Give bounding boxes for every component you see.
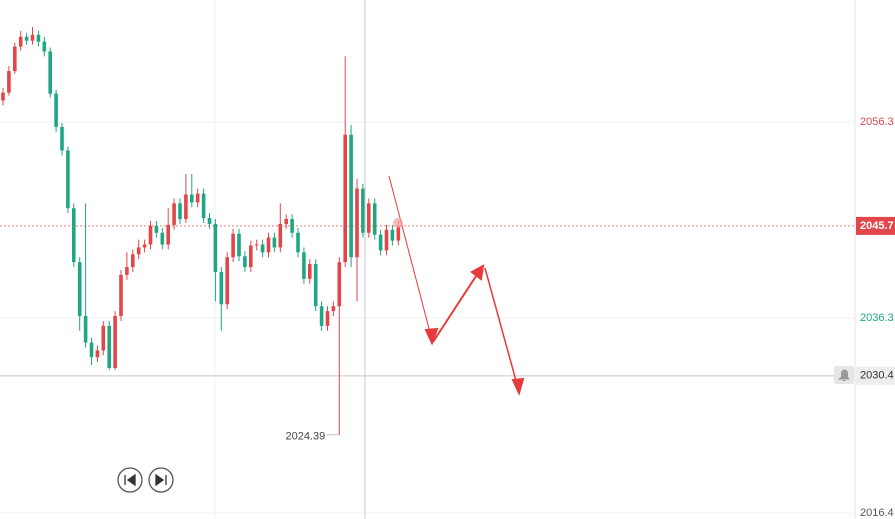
candle-body xyxy=(201,193,206,219)
candle-body xyxy=(184,194,188,220)
candle-body xyxy=(243,256,247,268)
candle-body xyxy=(72,208,76,263)
low-label: 2024.39 xyxy=(286,431,326,443)
crosshair-tag xyxy=(856,366,895,385)
candle-body xyxy=(249,245,253,268)
candle-body xyxy=(125,267,129,275)
candle-body xyxy=(113,316,117,368)
candle-body xyxy=(77,262,82,317)
y-tick-label: 2016.4 xyxy=(860,507,894,519)
candle-body xyxy=(142,244,147,248)
candle-body xyxy=(302,252,306,279)
candle-body xyxy=(278,223,283,248)
candle-body xyxy=(83,316,88,343)
candle-body xyxy=(266,237,271,253)
candle-body xyxy=(349,134,353,258)
candle-body xyxy=(89,342,94,358)
candle-body xyxy=(384,229,389,251)
candle-body xyxy=(18,36,23,47)
arrow-head xyxy=(470,264,485,281)
arrow-head xyxy=(424,327,439,346)
replay-controls xyxy=(117,467,174,493)
candle-body xyxy=(172,203,176,225)
candle-body xyxy=(48,51,52,94)
candle-body xyxy=(355,188,359,258)
candle-body xyxy=(36,34,41,42)
candle-body xyxy=(207,218,212,224)
cursor-dot xyxy=(393,218,403,228)
candle-body xyxy=(337,262,342,307)
candle-body xyxy=(396,225,401,241)
candle-body xyxy=(325,311,330,326)
candle-body xyxy=(95,350,100,358)
candle-body xyxy=(101,325,106,351)
bell-icon xyxy=(837,369,850,381)
candle-body xyxy=(343,134,347,263)
candle-body xyxy=(313,264,318,307)
candle-body xyxy=(367,203,371,233)
candle-body xyxy=(7,71,11,93)
arrow-head xyxy=(511,377,525,396)
candle-body xyxy=(131,254,135,268)
plot-area xyxy=(0,26,855,514)
candle-body xyxy=(30,34,35,41)
candle-body xyxy=(319,306,324,326)
step-forward-icon xyxy=(155,473,167,487)
candle-body xyxy=(372,203,377,235)
y-tick-label: 2056.3 xyxy=(860,116,894,128)
candle-body xyxy=(42,41,47,52)
candle-body xyxy=(148,225,153,245)
candle-body xyxy=(213,223,218,272)
candle-body xyxy=(308,264,312,279)
candle-body xyxy=(378,234,383,251)
candle-body xyxy=(361,188,365,233)
candle-body xyxy=(296,232,300,253)
candle-body xyxy=(237,233,241,257)
candle-body xyxy=(66,150,70,209)
candle-body xyxy=(219,271,224,305)
candle-body xyxy=(160,232,165,245)
candle-body xyxy=(54,93,58,127)
crosshair-label: 2030.4 xyxy=(860,370,894,382)
last-price-tag xyxy=(856,216,895,235)
candle-body xyxy=(136,247,141,255)
y-tick-label: 2036.3 xyxy=(860,312,894,324)
candle-body xyxy=(190,194,194,203)
arrow-segment xyxy=(484,267,519,389)
candle-body xyxy=(331,306,336,312)
drawn-arrows xyxy=(388,175,525,396)
candle-body xyxy=(119,274,123,317)
candle-body xyxy=(166,224,170,245)
candle-body xyxy=(260,244,265,253)
arrow-segment xyxy=(432,269,481,343)
candle-body xyxy=(225,257,229,305)
candle-body xyxy=(13,46,17,72)
arrow-segment xyxy=(388,175,433,341)
candle-body xyxy=(24,36,29,41)
candle-body xyxy=(154,225,159,233)
candle-body xyxy=(290,219,294,233)
candle-body xyxy=(107,325,111,368)
candle-body xyxy=(284,219,288,224)
candle-body xyxy=(254,244,259,246)
candle-body xyxy=(272,237,277,248)
candle-body xyxy=(231,233,235,258)
candle-body xyxy=(195,193,200,203)
candle-body xyxy=(1,92,5,101)
candle-body xyxy=(60,126,64,151)
candle-body xyxy=(390,229,395,241)
step-back-icon xyxy=(124,473,136,487)
last-price-label: 2045.7 xyxy=(860,220,894,232)
alert-bell[interactable] xyxy=(834,366,854,384)
candle-body xyxy=(178,203,182,220)
